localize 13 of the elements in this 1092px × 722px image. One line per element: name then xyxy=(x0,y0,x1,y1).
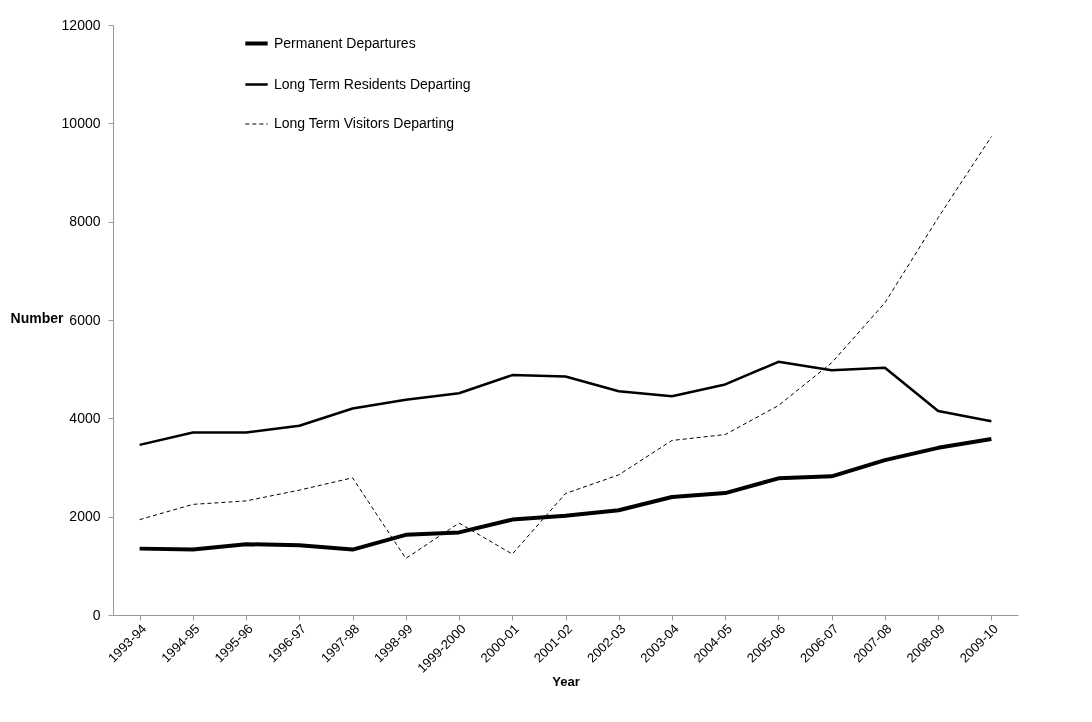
legend-label: Permanent Departures xyxy=(274,34,416,51)
line-series xyxy=(139,136,992,559)
y-tick-label: 6000 xyxy=(69,311,101,328)
y-axis-title: Number xyxy=(10,309,65,326)
y-tick-label: 10000 xyxy=(61,114,101,131)
y-tick-label: 12000 xyxy=(61,16,101,33)
y-tick-label: 8000 xyxy=(69,213,101,230)
legend-label: Long Term Visitors Departing xyxy=(274,115,455,131)
y-tick-label: 4000 xyxy=(69,409,101,426)
x-axis-title: Year xyxy=(552,673,580,689)
y-tick-label: 2000 xyxy=(69,508,101,525)
y-tick-label: 0 xyxy=(92,606,101,623)
legend-label: Long Term Residents Departing xyxy=(274,75,471,92)
